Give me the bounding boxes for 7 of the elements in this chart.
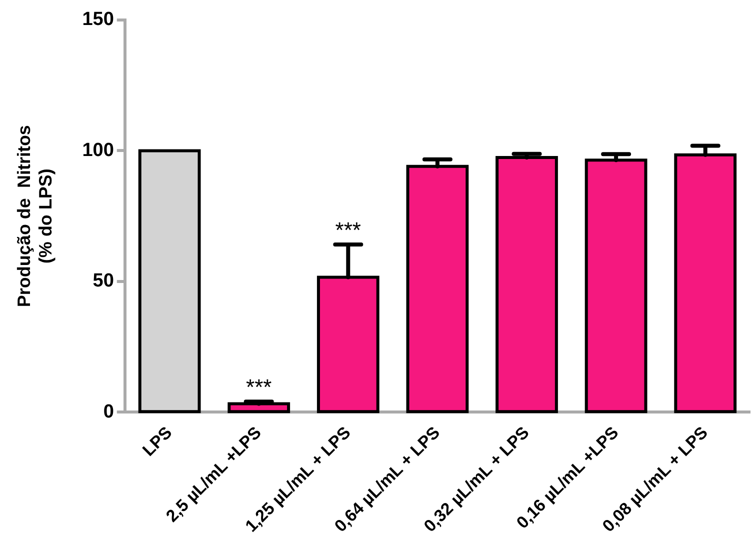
y-axis-title: Produção de Nitritos (% do LPS) [14, 125, 56, 308]
y-tick-label: 100 [82, 140, 114, 161]
y-tick-label: 50 [92, 270, 114, 292]
annotation: *** [246, 374, 272, 400]
y-tick-label: 150 [82, 9, 114, 30]
y-tick-label: 0 [103, 401, 114, 422]
annotation: *** [335, 218, 362, 243]
